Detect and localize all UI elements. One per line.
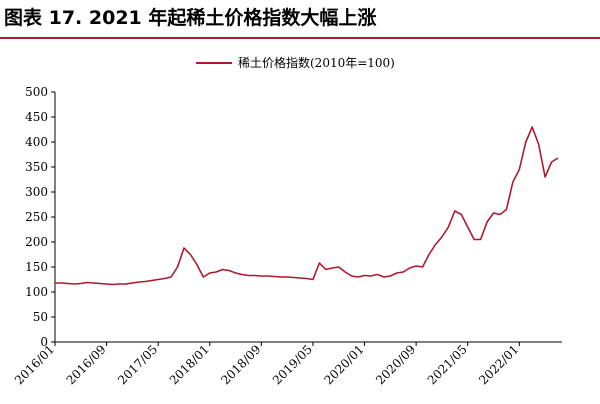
chart-title: 图表 17. 2021 年起稀土价格指数大幅上涨 — [4, 6, 376, 29]
x-tick-label: 2020/09 — [373, 342, 418, 387]
x-tick-label: 2017/05 — [115, 342, 160, 387]
x-tick-label: 2016/09 — [64, 342, 109, 387]
y-tick-label: 50 — [33, 310, 48, 324]
x-tick-label: 2018/01 — [167, 342, 212, 387]
y-tick-label: 500 — [25, 85, 48, 99]
y-tick-label: 0 — [40, 335, 48, 349]
y-tick-label: 350 — [25, 160, 48, 174]
y-tick-label: 450 — [25, 110, 48, 124]
y-tick-label: 400 — [25, 135, 48, 149]
x-tick-label: 2022/01 — [476, 342, 521, 387]
y-tick-label: 250 — [25, 210, 48, 224]
x-tick-label: 2021/05 — [425, 342, 470, 387]
x-tick-label: 2016/01 — [12, 342, 57, 387]
x-tick-label: 2018/09 — [218, 342, 263, 387]
x-tick-label: 2020/01 — [322, 342, 367, 387]
x-tick-label: 2019/05 — [270, 342, 315, 387]
series-line — [55, 126, 559, 286]
y-tick-label: 150 — [25, 260, 48, 274]
y-tick-label: 100 — [25, 285, 48, 299]
y-tick-label: 200 — [25, 235, 48, 249]
y-tick-label: 300 — [25, 185, 48, 199]
legend-label: 稀土价格指数(2010年=100) — [238, 55, 395, 70]
